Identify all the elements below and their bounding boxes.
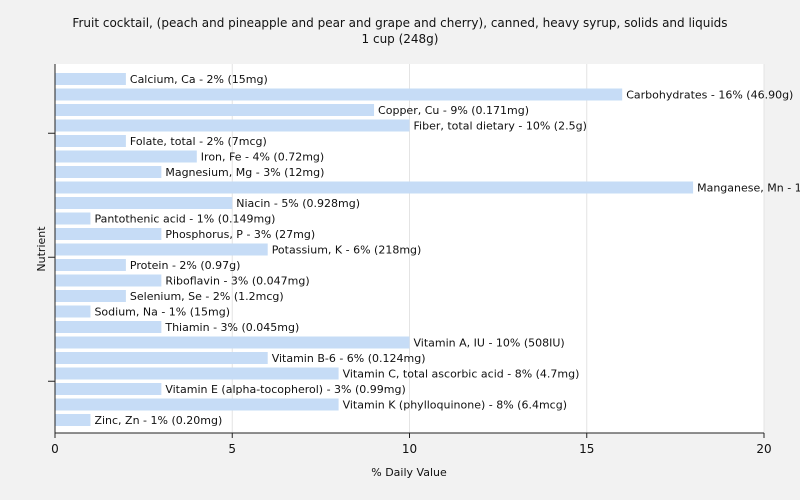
bar-label: Selenium, Se - 2% (1.2mcg) (130, 290, 284, 303)
bar-label: Calcium, Ca - 2% (15mg) (130, 73, 268, 86)
bar (55, 212, 91, 225)
bar (55, 352, 268, 364)
bar-label: Magnesium, Mg - 3% (12mg) (165, 166, 324, 179)
bar (55, 259, 126, 271)
bar (55, 119, 410, 132)
bar-label: Carbohydrates - 16% (46.90g) (626, 89, 793, 102)
chart-title: Fruit cocktail, (peach and pineapple and… (72, 16, 728, 30)
bar (55, 135, 126, 147)
bar-label: Thiamin - 3% (0.045mg) (164, 321, 299, 334)
bars: Calcium, Ca - 2% (15mg) Carbohydrates - 1… (55, 73, 800, 427)
bar (55, 398, 339, 411)
bar (55, 150, 197, 163)
bar-label: Protein - 2% (0.97g) (130, 259, 241, 272)
bar-label: Iron, Fe - 4% (0.72mg) (201, 151, 324, 164)
bar-label: Fiber, total dietary - 10% (2.5g) (414, 120, 587, 133)
bar (55, 383, 162, 395)
x-axis-label: % Daily Value (371, 466, 447, 479)
x-tick-label: 10 (402, 442, 417, 456)
y-axis-label: Nutrient (35, 226, 48, 272)
bar (55, 274, 162, 287)
bar (55, 197, 233, 209)
bar-label: Vitamin B-6 - 6% (0.124mg) (272, 352, 426, 365)
bar-label: Pantothenic acid - 1% (0.149mg) (94, 213, 275, 226)
bar-label: Manganese, Mn - 18% (0.357mg) (697, 182, 800, 195)
bar (55, 228, 162, 240)
bar (55, 367, 339, 380)
bar-label: Potassium, K - 6% (218mg) (272, 244, 422, 257)
bar-label: Vitamin C, total ascorbic acid - 8% (4.7… (343, 368, 580, 381)
bar (55, 166, 162, 178)
x-tick-label: 20 (756, 442, 771, 456)
bar-label: Sodium, Na - 1% (15mg) (94, 306, 230, 319)
bar (55, 73, 126, 85)
chart-subtitle: 1 cup (248g) (361, 32, 439, 46)
bar-label: Vitamin K (phylloquinone) - 8% (6.4mcg) (343, 399, 567, 412)
bar-label: Vitamin E (alpha-tocopherol) - 3% (0.99m… (165, 383, 405, 396)
bar (55, 243, 268, 256)
bar (55, 321, 162, 333)
bar-label: Zinc, Zn - 1% (0.20mg) (94, 414, 222, 427)
bar-label: Vitamin A, IU - 10% (508IU) (414, 337, 565, 350)
x-tick-label: 5 (228, 442, 236, 456)
bar (55, 305, 91, 318)
bar-label: Niacin - 5% (0.928mg) (236, 197, 360, 210)
bar (55, 290, 126, 302)
bar (55, 414, 91, 426)
bar-label: Copper, Cu - 9% (0.171mg) (378, 104, 529, 117)
bar-label: Folate, total - 2% (7mcg) (130, 135, 267, 148)
x-tick-label: 0 (51, 442, 59, 456)
bar (55, 181, 694, 194)
bar (55, 336, 410, 349)
chart-title-block: Fruit cocktail, (peach and pineapple and… (0, 15, 800, 47)
axes: 0 5 10 15 20 (48, 64, 772, 456)
bar (55, 88, 623, 101)
bar-label: Riboflavin - 3% (0.047mg) (165, 275, 309, 288)
bar-label: Phosphorus, P - 3% (27mg) (165, 228, 315, 241)
bar (55, 104, 375, 116)
x-tick-label: 15 (579, 442, 594, 456)
